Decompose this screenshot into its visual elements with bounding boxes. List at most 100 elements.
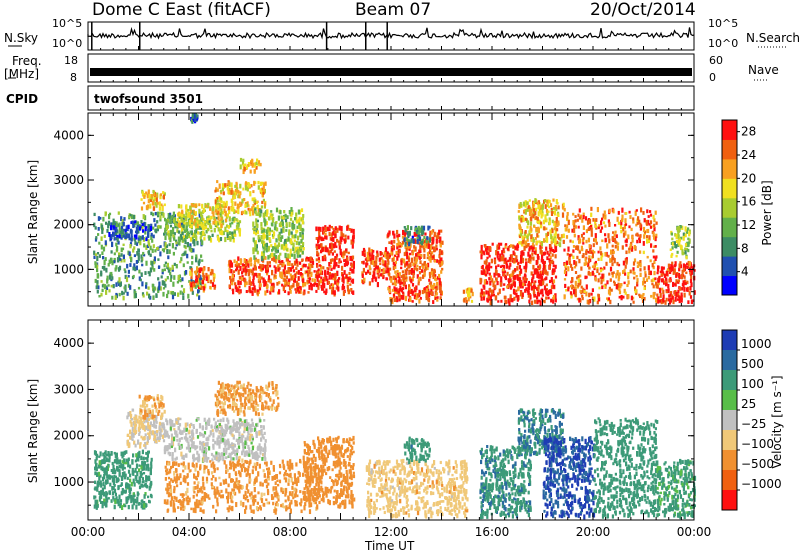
- echo-cell: [110, 475, 114, 479]
- echo-cell: [326, 278, 329, 282]
- echo-cell: [306, 272, 310, 277]
- echo-cell: [196, 220, 199, 224]
- echo-cell: [673, 268, 676, 274]
- echo-cell: [230, 451, 234, 455]
- echo-cell: [127, 274, 130, 278]
- echo-cell: [536, 253, 539, 258]
- echo-cell: [241, 160, 245, 166]
- echo-cell: [129, 213, 132, 217]
- echo-cell: [388, 241, 391, 245]
- echo-cell: [250, 184, 253, 188]
- echo-cell: [208, 223, 212, 228]
- echo-cell: [225, 224, 229, 228]
- echo-cell: [199, 275, 202, 281]
- echo-cell: [552, 268, 555, 273]
- echo-cell: [162, 439, 166, 443]
- echo-cell: [96, 289, 99, 294]
- echo-cell: [430, 284, 433, 290]
- echo-cell: [227, 180, 230, 183]
- echo-cell: [259, 188, 262, 193]
- echo-cell: [399, 285, 402, 292]
- echo-cell: [567, 287, 570, 292]
- echo-cell: [256, 223, 259, 229]
- echo-cell: [159, 432, 162, 438]
- echo-cell: [638, 237, 641, 241]
- echo-cell: [135, 504, 138, 510]
- echo-cell: [535, 260, 538, 266]
- echo-cell: [207, 274, 210, 279]
- echo-cell: [158, 421, 161, 426]
- echo-cell: [249, 184, 252, 188]
- echo-cell: [270, 210, 273, 213]
- echo-cell: [195, 114, 199, 118]
- echo-cell: [244, 273, 247, 276]
- echo-cell: [203, 286, 206, 291]
- echo-cell: [408, 288, 411, 294]
- echo-cell: [118, 277, 121, 283]
- echo-cell: [297, 246, 300, 250]
- echo-cell: [131, 408, 135, 412]
- echo-cell: [148, 412, 151, 418]
- echo-cell: [545, 227, 548, 231]
- echo-cell: [533, 282, 536, 287]
- echo-cell: [134, 498, 137, 504]
- echo-cell: [145, 284, 148, 289]
- echo-cell: [648, 235, 651, 241]
- echo-cell: [166, 293, 169, 299]
- echo-cell: [668, 294, 671, 298]
- echo-cell: [530, 237, 533, 242]
- echo-cell: [638, 293, 641, 297]
- echo-cell: [598, 297, 601, 302]
- echo-cell: [140, 435, 143, 439]
- echo-cell: [620, 220, 623, 226]
- echo-cell: [285, 222, 288, 228]
- echo-cell: [321, 282, 325, 286]
- echo-cell: [629, 215, 632, 220]
- echo-cell: [590, 231, 593, 237]
- echo-cell: [277, 264, 280, 267]
- echo-cell: [406, 225, 409, 231]
- echo-cell: [671, 267, 674, 272]
- echo-cell: [669, 277, 672, 280]
- echo-cell: [121, 488, 124, 494]
- echo-cell: [670, 232, 673, 236]
- echo-cell: [190, 215, 194, 219]
- echo-cell: [623, 224, 626, 230]
- echo-cell: [432, 276, 435, 280]
- echo-cell: [293, 260, 297, 266]
- echo-cell: [294, 288, 297, 291]
- echo-cell: [588, 227, 591, 231]
- echo-cell: [146, 441, 149, 445]
- echo-cell: [320, 276, 323, 282]
- echo-cell: [147, 408, 150, 414]
- echo-cell: [131, 470, 134, 475]
- echo-cell: [668, 266, 671, 272]
- echo-cell: [388, 289, 391, 294]
- echo-cell: [133, 494, 136, 497]
- echo-cell: [107, 220, 111, 226]
- echo-cell: [164, 242, 167, 247]
- echo-cell: [236, 264, 239, 268]
- echo-cell: [658, 275, 661, 281]
- echo-cell: [281, 260, 284, 264]
- echo-cell: [630, 295, 633, 301]
- echo-cell: [642, 241, 645, 246]
- echo-cell: [434, 248, 437, 252]
- echo-cell: [198, 203, 201, 207]
- echo-cell: [253, 285, 256, 291]
- echo-cell: [103, 265, 106, 271]
- echo-cell: [581, 254, 584, 259]
- echo-cell: [676, 226, 679, 231]
- echo-cell: [305, 258, 308, 262]
- echo-cell: [324, 256, 327, 262]
- echo-cell: [632, 217, 635, 221]
- echo-cell: [95, 236, 98, 240]
- echo-cell: [372, 260, 375, 266]
- echo-cell: [93, 212, 96, 217]
- echo-cell: [510, 284, 513, 288]
- echo-cell: [247, 432, 250, 436]
- echo-cell: [597, 294, 600, 298]
- echo-cell: [284, 253, 287, 259]
- echo-cell: [557, 233, 560, 239]
- echo-cell: [154, 223, 157, 227]
